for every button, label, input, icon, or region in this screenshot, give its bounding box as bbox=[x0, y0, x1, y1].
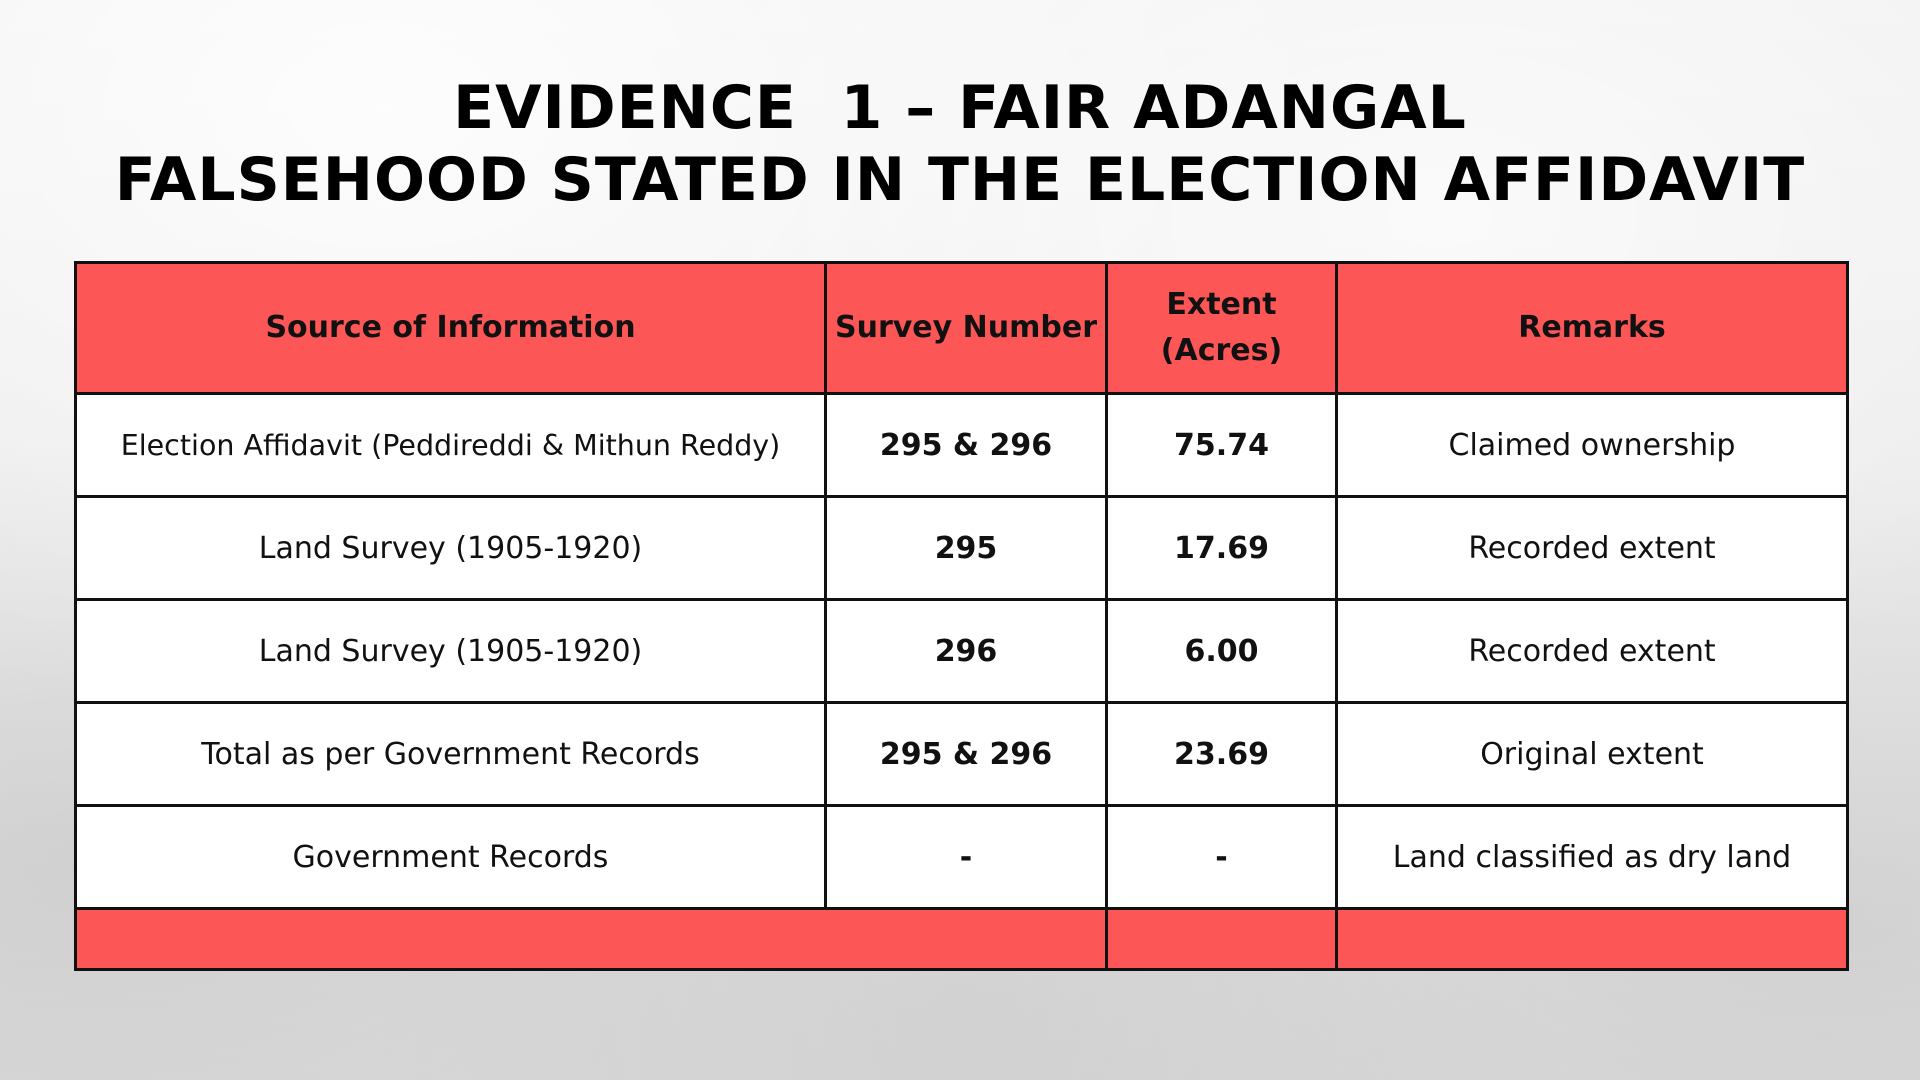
header-extent: Extent (Acres) bbox=[1105, 261, 1338, 395]
cell-survey-number: 295 & 296 bbox=[824, 392, 1108, 498]
cell-remarks: Recorded extent bbox=[1335, 495, 1849, 601]
title-line-2: FALSEHOOD STATED IN THE ELECTION AFFIDAV… bbox=[114, 145, 1806, 215]
cell-remarks: Land classified as dry land bbox=[1335, 804, 1849, 910]
header-remarks: Remarks bbox=[1335, 261, 1849, 395]
cell-remarks: Recorded extent bbox=[1335, 598, 1849, 704]
table-row: Election Affidavit (Peddireddi & Mithun … bbox=[74, 392, 1849, 498]
table-footer-row bbox=[74, 907, 1849, 971]
cell-extent: 23.69 bbox=[1105, 701, 1338, 807]
evidence-table: Source of Information Survey Number Exte… bbox=[74, 261, 1849, 971]
cell-source: Government Records bbox=[74, 804, 827, 910]
footer-cell-left bbox=[74, 907, 1108, 971]
cell-survey-number: 295 bbox=[824, 495, 1108, 601]
cell-remarks: Original extent bbox=[1335, 701, 1849, 807]
table-row: Land Survey (1905-1920) 296 6.00 Recorde… bbox=[74, 598, 1849, 704]
cell-extent: - bbox=[1105, 804, 1338, 910]
header-survey-number: Survey Number bbox=[824, 261, 1108, 395]
title-line-1: EVIDENCE 1 – FAIR ADANGAL bbox=[453, 73, 1467, 143]
cell-source: Land Survey (1905-1920) bbox=[74, 598, 827, 704]
page-title: EVIDENCE 1 – FAIR ADANGAL FALSEHOOD STAT… bbox=[0, 72, 1920, 216]
cell-extent: 17.69 bbox=[1105, 495, 1338, 601]
cell-extent: 75.74 bbox=[1105, 392, 1338, 498]
header-source: Source of Information bbox=[74, 261, 827, 395]
evidence-table-container: Source of Information Survey Number Exte… bbox=[74, 261, 1849, 971]
cell-source: Total as per Government Records bbox=[74, 701, 827, 807]
cell-survey-number: 296 bbox=[824, 598, 1108, 704]
cell-survey-number: - bbox=[824, 804, 1108, 910]
cell-survey-number: 295 & 296 bbox=[824, 701, 1108, 807]
table-header-row: Source of Information Survey Number Exte… bbox=[74, 261, 1849, 395]
cell-remarks: Claimed ownership bbox=[1335, 392, 1849, 498]
table-row: Total as per Government Records 295 & 29… bbox=[74, 701, 1849, 807]
table-row: Land Survey (1905-1920) 295 17.69 Record… bbox=[74, 495, 1849, 601]
cell-source: Election Affidavit (Peddireddi & Mithun … bbox=[74, 392, 827, 498]
footer-cell-middle bbox=[1105, 907, 1338, 971]
header-extent-line2: (Acres) bbox=[1160, 333, 1283, 368]
header-extent-line1: Extent bbox=[1166, 287, 1277, 322]
footer-cell-right bbox=[1335, 907, 1849, 971]
cell-extent: 6.00 bbox=[1105, 598, 1338, 704]
table-row: Government Records - - Land classified a… bbox=[74, 804, 1849, 910]
cell-source: Land Survey (1905-1920) bbox=[74, 495, 827, 601]
